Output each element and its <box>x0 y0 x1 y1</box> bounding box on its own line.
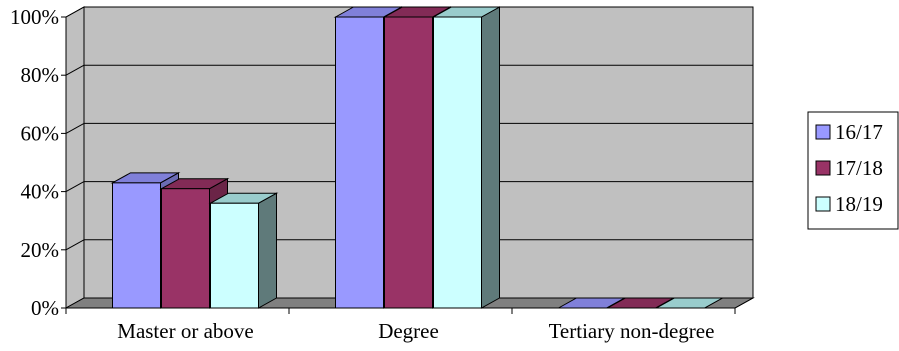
bar-side <box>481 6 500 309</box>
category-labels: Master or above Degree Tertiary non-degree <box>117 319 714 343</box>
bar-front <box>335 16 384 309</box>
y-tick-label: 100% <box>10 5 59 29</box>
legend-swatch <box>815 160 831 176</box>
category-label: Degree <box>378 319 439 343</box>
y-tick-label: 80% <box>21 63 60 87</box>
legend-swatch <box>815 124 831 140</box>
bar-side <box>258 192 277 309</box>
category-label: Master or above <box>117 319 253 343</box>
axes <box>61 16 754 314</box>
legend-label: 17/18 <box>835 156 883 180</box>
y-tick-label: 0% <box>31 296 59 320</box>
category-label: Tertiary non-degree <box>549 319 715 343</box>
bar-front <box>384 16 433 309</box>
bar-front <box>161 188 210 309</box>
bar <box>431 6 502 309</box>
gridline-side <box>65 64 85 76</box>
gridline-side <box>65 181 85 193</box>
bar-front <box>112 182 161 309</box>
legend-label: 18/19 <box>835 192 883 216</box>
y-tick-label: 60% <box>21 121 60 145</box>
bar <box>208 192 279 309</box>
y-tick-labels: 0% 20% 40% 60% 80% 100% <box>10 5 59 320</box>
bar-front <box>210 202 259 309</box>
side-wall <box>65 6 85 309</box>
y-tick-label: 40% <box>21 180 60 204</box>
gridline-side <box>65 122 85 134</box>
bar-front <box>433 16 482 309</box>
legend-swatch <box>815 196 831 212</box>
gridline-side <box>65 6 85 18</box>
legend-label: 16/17 <box>835 120 883 144</box>
y-tick-label: 20% <box>21 238 60 262</box>
bars <box>110 6 725 309</box>
legend: 16/17 17/18 18/19 <box>807 111 899 230</box>
bar <box>654 297 725 309</box>
floor-edge <box>734 297 754 309</box>
gridline-side <box>65 239 85 251</box>
